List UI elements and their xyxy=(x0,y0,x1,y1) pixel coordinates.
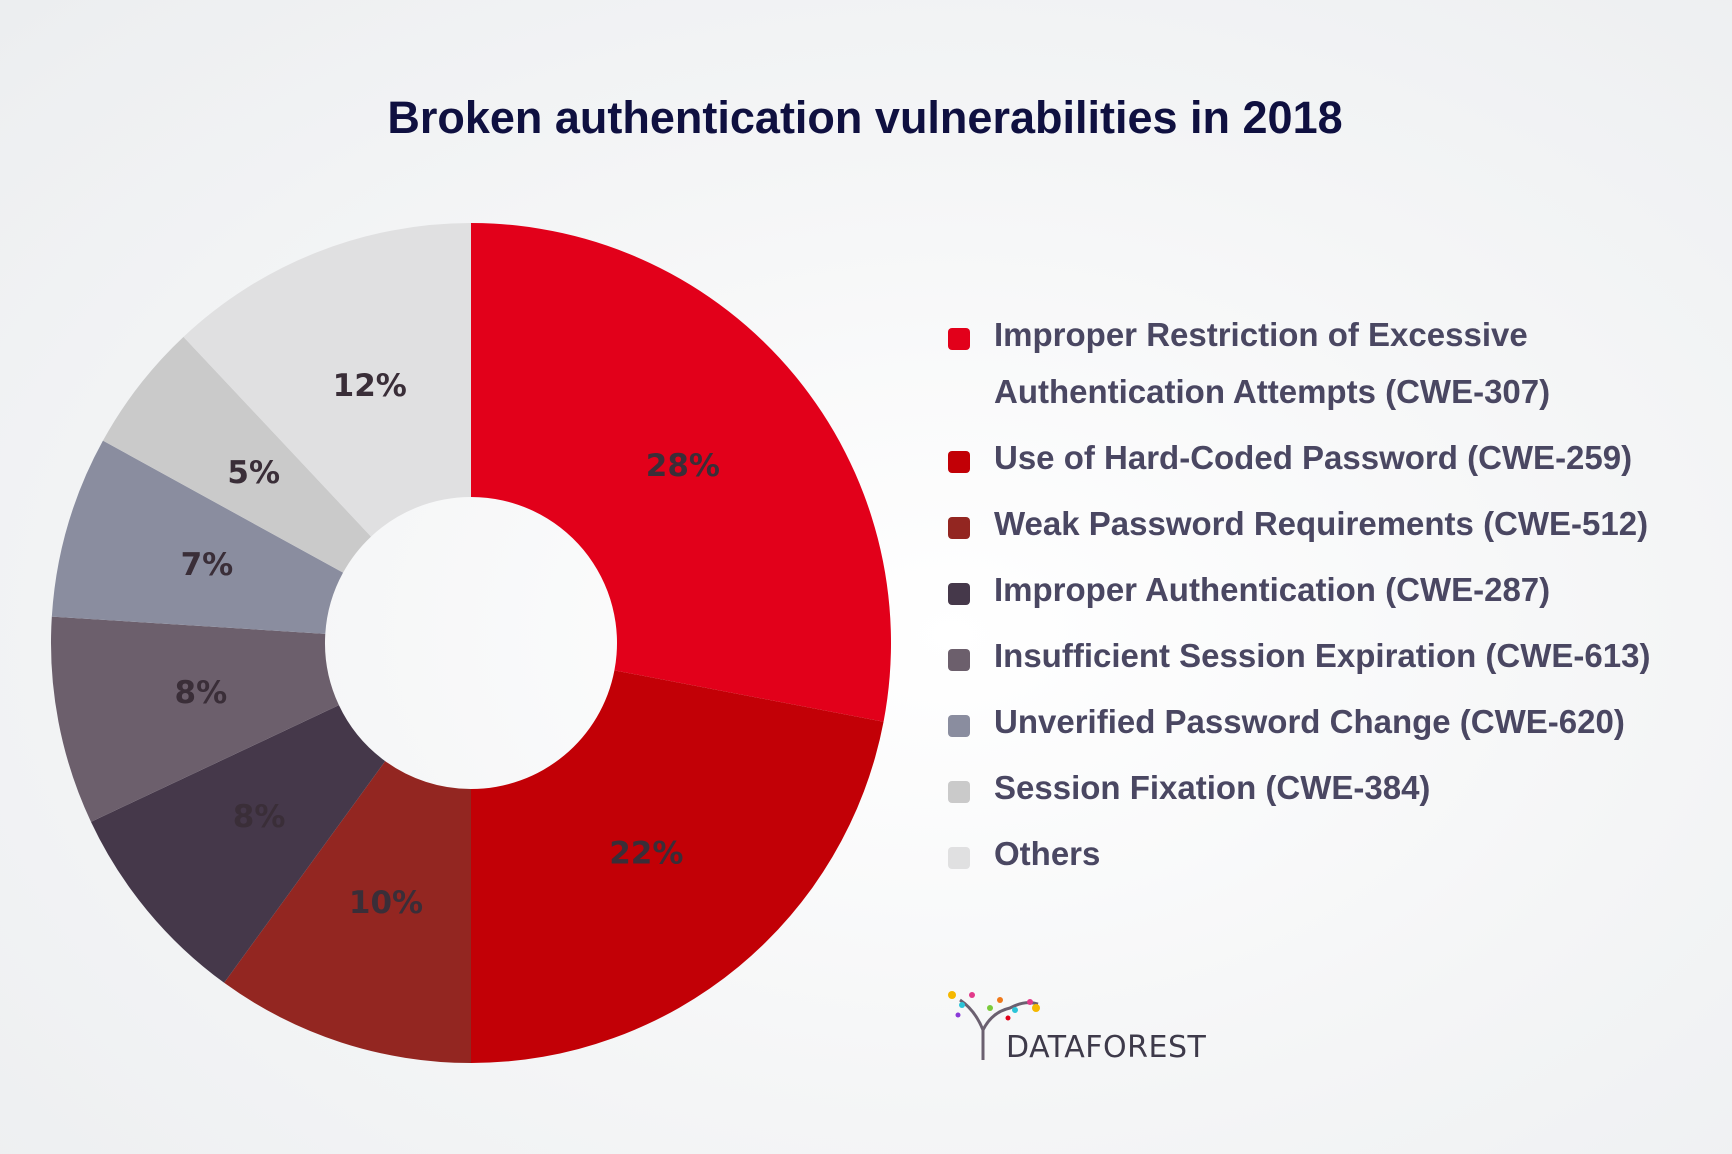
legend-label: Unverified Password Change (CWE-620) xyxy=(994,703,1625,740)
legend-item: Session Fixation (CWE-384) xyxy=(945,769,1715,816)
legend-swatch xyxy=(948,517,970,539)
legend-label: Insufficient Session Expiration (CWE-613… xyxy=(994,637,1651,674)
legend-label: Others xyxy=(994,835,1101,872)
value-label: 22% xyxy=(609,835,683,871)
legend-swatch xyxy=(948,649,970,671)
slice xyxy=(471,670,884,1063)
slice xyxy=(183,223,471,537)
legend-label: Improper Authentication (CWE-287) xyxy=(994,571,1551,608)
slice xyxy=(50,616,339,822)
legend: Improper Restriction of Excessive Authen… xyxy=(945,316,1715,903)
value-label: 8% xyxy=(233,799,286,835)
legend-swatch xyxy=(948,847,970,869)
legend-item: Insufficient Session Expiration (CWE-613… xyxy=(945,637,1715,684)
legend-item: Unverified Password Change (CWE-620) xyxy=(945,703,1715,750)
slice xyxy=(224,761,471,1063)
value-label: 10% xyxy=(349,885,423,921)
legend-swatch xyxy=(948,328,970,350)
slice xyxy=(471,223,891,722)
logo-icon xyxy=(948,991,1040,1060)
legend-label: Session Fixation (CWE-384) xyxy=(994,769,1431,806)
slice xyxy=(90,705,386,983)
chart-title: Broken authentication vulnerabilities in… xyxy=(387,92,1342,143)
slice xyxy=(51,440,344,634)
legend-item: Improper Authentication (CWE-287) xyxy=(945,571,1715,618)
slice xyxy=(102,336,372,573)
value-label: 8% xyxy=(175,675,228,711)
legend-label: Weak Password Requirements (CWE-512) xyxy=(994,505,1649,542)
legend-item: Others xyxy=(945,835,1715,882)
legend-label: Improper Restriction of Excessive Authen… xyxy=(994,316,1551,410)
legend-item: Improper Restriction of Excessive Authen… xyxy=(945,316,1715,420)
legend-swatch xyxy=(948,583,970,605)
logo-text: DATAFOREST xyxy=(1006,1030,1207,1065)
legend-item: Use of Hard-Coded Password (CWE-259) xyxy=(945,439,1715,486)
value-label: 12% xyxy=(333,368,407,404)
legend-swatch xyxy=(948,715,970,737)
value-label: 5% xyxy=(227,455,280,491)
legend-swatch xyxy=(948,781,970,803)
legend-swatch xyxy=(948,451,970,473)
value-label: 7% xyxy=(181,547,234,583)
legend-item: Weak Password Requirements (CWE-512) xyxy=(945,505,1715,552)
legend-label: Use of Hard-Coded Password (CWE-259) xyxy=(994,439,1633,476)
value-label: 28% xyxy=(646,448,720,484)
